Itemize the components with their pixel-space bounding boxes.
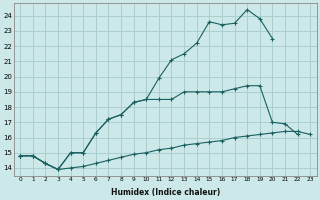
X-axis label: Humidex (Indice chaleur): Humidex (Indice chaleur) <box>111 188 220 197</box>
